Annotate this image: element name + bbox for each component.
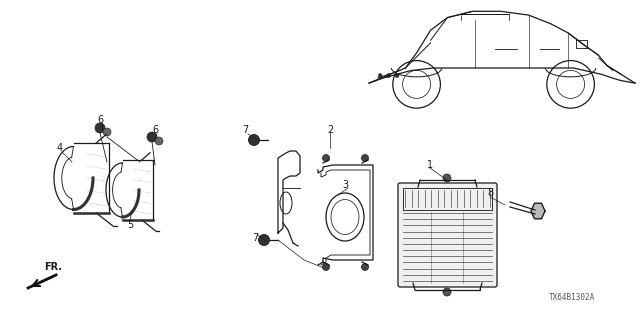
Circle shape	[387, 74, 390, 77]
Text: 1: 1	[427, 160, 433, 170]
Text: 8: 8	[487, 188, 493, 198]
Text: 6: 6	[97, 115, 103, 125]
Circle shape	[155, 137, 163, 145]
Circle shape	[378, 74, 382, 77]
Polygon shape	[531, 203, 545, 219]
Circle shape	[248, 134, 259, 146]
Circle shape	[362, 155, 369, 162]
Text: 2: 2	[327, 125, 333, 135]
Circle shape	[95, 123, 105, 133]
Circle shape	[395, 74, 399, 77]
Circle shape	[103, 128, 111, 136]
Text: 7: 7	[242, 125, 248, 135]
Circle shape	[362, 263, 369, 270]
Bar	[403, 188, 492, 210]
Circle shape	[323, 263, 330, 270]
Text: 4: 4	[57, 143, 63, 153]
Circle shape	[259, 235, 269, 245]
Circle shape	[443, 174, 451, 182]
Circle shape	[443, 288, 451, 296]
Text: TX64B1302A: TX64B1302A	[548, 293, 595, 302]
Circle shape	[323, 155, 330, 162]
Text: 6: 6	[152, 125, 158, 135]
Text: 5: 5	[127, 220, 133, 230]
Circle shape	[147, 132, 157, 142]
FancyBboxPatch shape	[398, 183, 497, 287]
Text: FR.: FR.	[44, 262, 62, 272]
Text: 3: 3	[342, 180, 348, 190]
Text: 7: 7	[252, 233, 258, 243]
